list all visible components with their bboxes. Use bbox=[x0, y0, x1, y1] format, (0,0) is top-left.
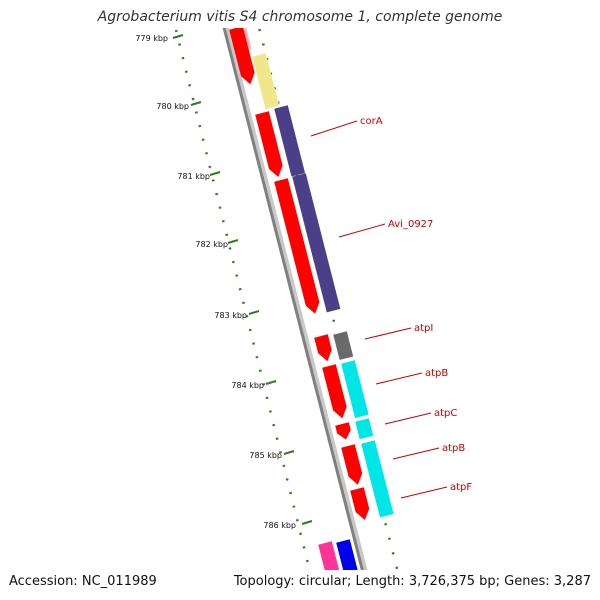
backbone-line bbox=[222, 28, 364, 570]
kbp-tick bbox=[265, 380, 277, 385]
kbp-tick bbox=[209, 171, 221, 176]
kbp-tick bbox=[190, 101, 202, 106]
gene-label-leader bbox=[400, 486, 448, 499]
genome-summary: Topology: circular; Length: 3,726,375 bp… bbox=[233, 574, 591, 589]
cds-arrow bbox=[341, 444, 363, 485]
kbp-tick-label: 780 kbp bbox=[156, 102, 189, 111]
kbp-tick bbox=[248, 310, 260, 315]
gene-label-atpc[interactable]: atpC bbox=[434, 408, 457, 419]
cog-band-cyan-3 bbox=[361, 440, 394, 518]
cog-band-purple-2 bbox=[292, 173, 341, 313]
gene-label-atpf[interactable]: atpF bbox=[450, 482, 472, 493]
gene-label-atpi[interactable]: atpI bbox=[414, 323, 433, 334]
kbp-tick-label: 781 kbp bbox=[177, 172, 210, 181]
kbp-tick-label: 782 kbp bbox=[195, 240, 228, 249]
cds-arrow bbox=[322, 364, 347, 419]
kbp-tick bbox=[172, 34, 184, 39]
gene-label-atpb-1[interactable]: atpB bbox=[425, 368, 448, 379]
cds-arrow bbox=[335, 422, 351, 440]
kbp-tick bbox=[227, 239, 239, 244]
cog-band-yellow bbox=[252, 53, 280, 110]
cog-band-blue bbox=[336, 539, 365, 570]
cog-band-cyan-2 bbox=[355, 418, 374, 440]
length-value: 3,726,375 bp bbox=[408, 574, 496, 589]
kbp-tick-label: 783 kbp bbox=[214, 311, 247, 320]
cog-band-magenta bbox=[318, 541, 347, 570]
map-title: Agrobacterium vitis S4 chromosome 1, com… bbox=[97, 9, 503, 25]
cds-arrow bbox=[274, 178, 320, 314]
gene-label-leader bbox=[364, 327, 412, 340]
gene-label-leader bbox=[392, 447, 440, 460]
cog-band-gray bbox=[333, 331, 354, 360]
accession-value: NC_011989 bbox=[81, 574, 157, 589]
kbp-tick bbox=[283, 450, 295, 455]
length-label: Length: bbox=[355, 574, 405, 589]
accession-info: Accession: NC_011989 bbox=[9, 574, 157, 589]
genes-value: 3,287 bbox=[553, 574, 591, 589]
cds-arrow bbox=[350, 487, 370, 521]
gene-label-cora[interactable]: corA bbox=[360, 116, 383, 127]
gene-label-avi-0927[interactable]: Avi_0927 bbox=[388, 219, 433, 230]
gene-label-leader bbox=[375, 372, 423, 385]
kbp-tick-label: 779 kbp bbox=[135, 34, 168, 43]
cog-band-cyan-1 bbox=[341, 360, 369, 418]
gene-label-leader bbox=[384, 412, 432, 425]
cog-band-purple-1 bbox=[274, 105, 306, 177]
cds-arrow bbox=[229, 28, 255, 85]
kbp-tick-label: 784 kbp bbox=[231, 381, 264, 390]
genes-label: Genes: bbox=[504, 574, 550, 589]
kbp-tick-label: 785 kbp bbox=[249, 451, 282, 460]
gene-label-leader bbox=[338, 223, 386, 238]
topology-value: circular bbox=[298, 574, 347, 589]
topology-label: Topology: bbox=[233, 574, 295, 589]
cds-arrow bbox=[314, 334, 332, 362]
kbp-tick-label: 786 kbp bbox=[263, 521, 296, 530]
backbone-shadow bbox=[223, 28, 368, 570]
accession-label: Accession: bbox=[9, 574, 78, 589]
kbp-tick bbox=[301, 520, 313, 525]
gene-label-leader bbox=[310, 120, 358, 137]
cds-arrow bbox=[255, 111, 283, 177]
gene-label-atpb-2[interactable]: atpB bbox=[442, 443, 465, 454]
